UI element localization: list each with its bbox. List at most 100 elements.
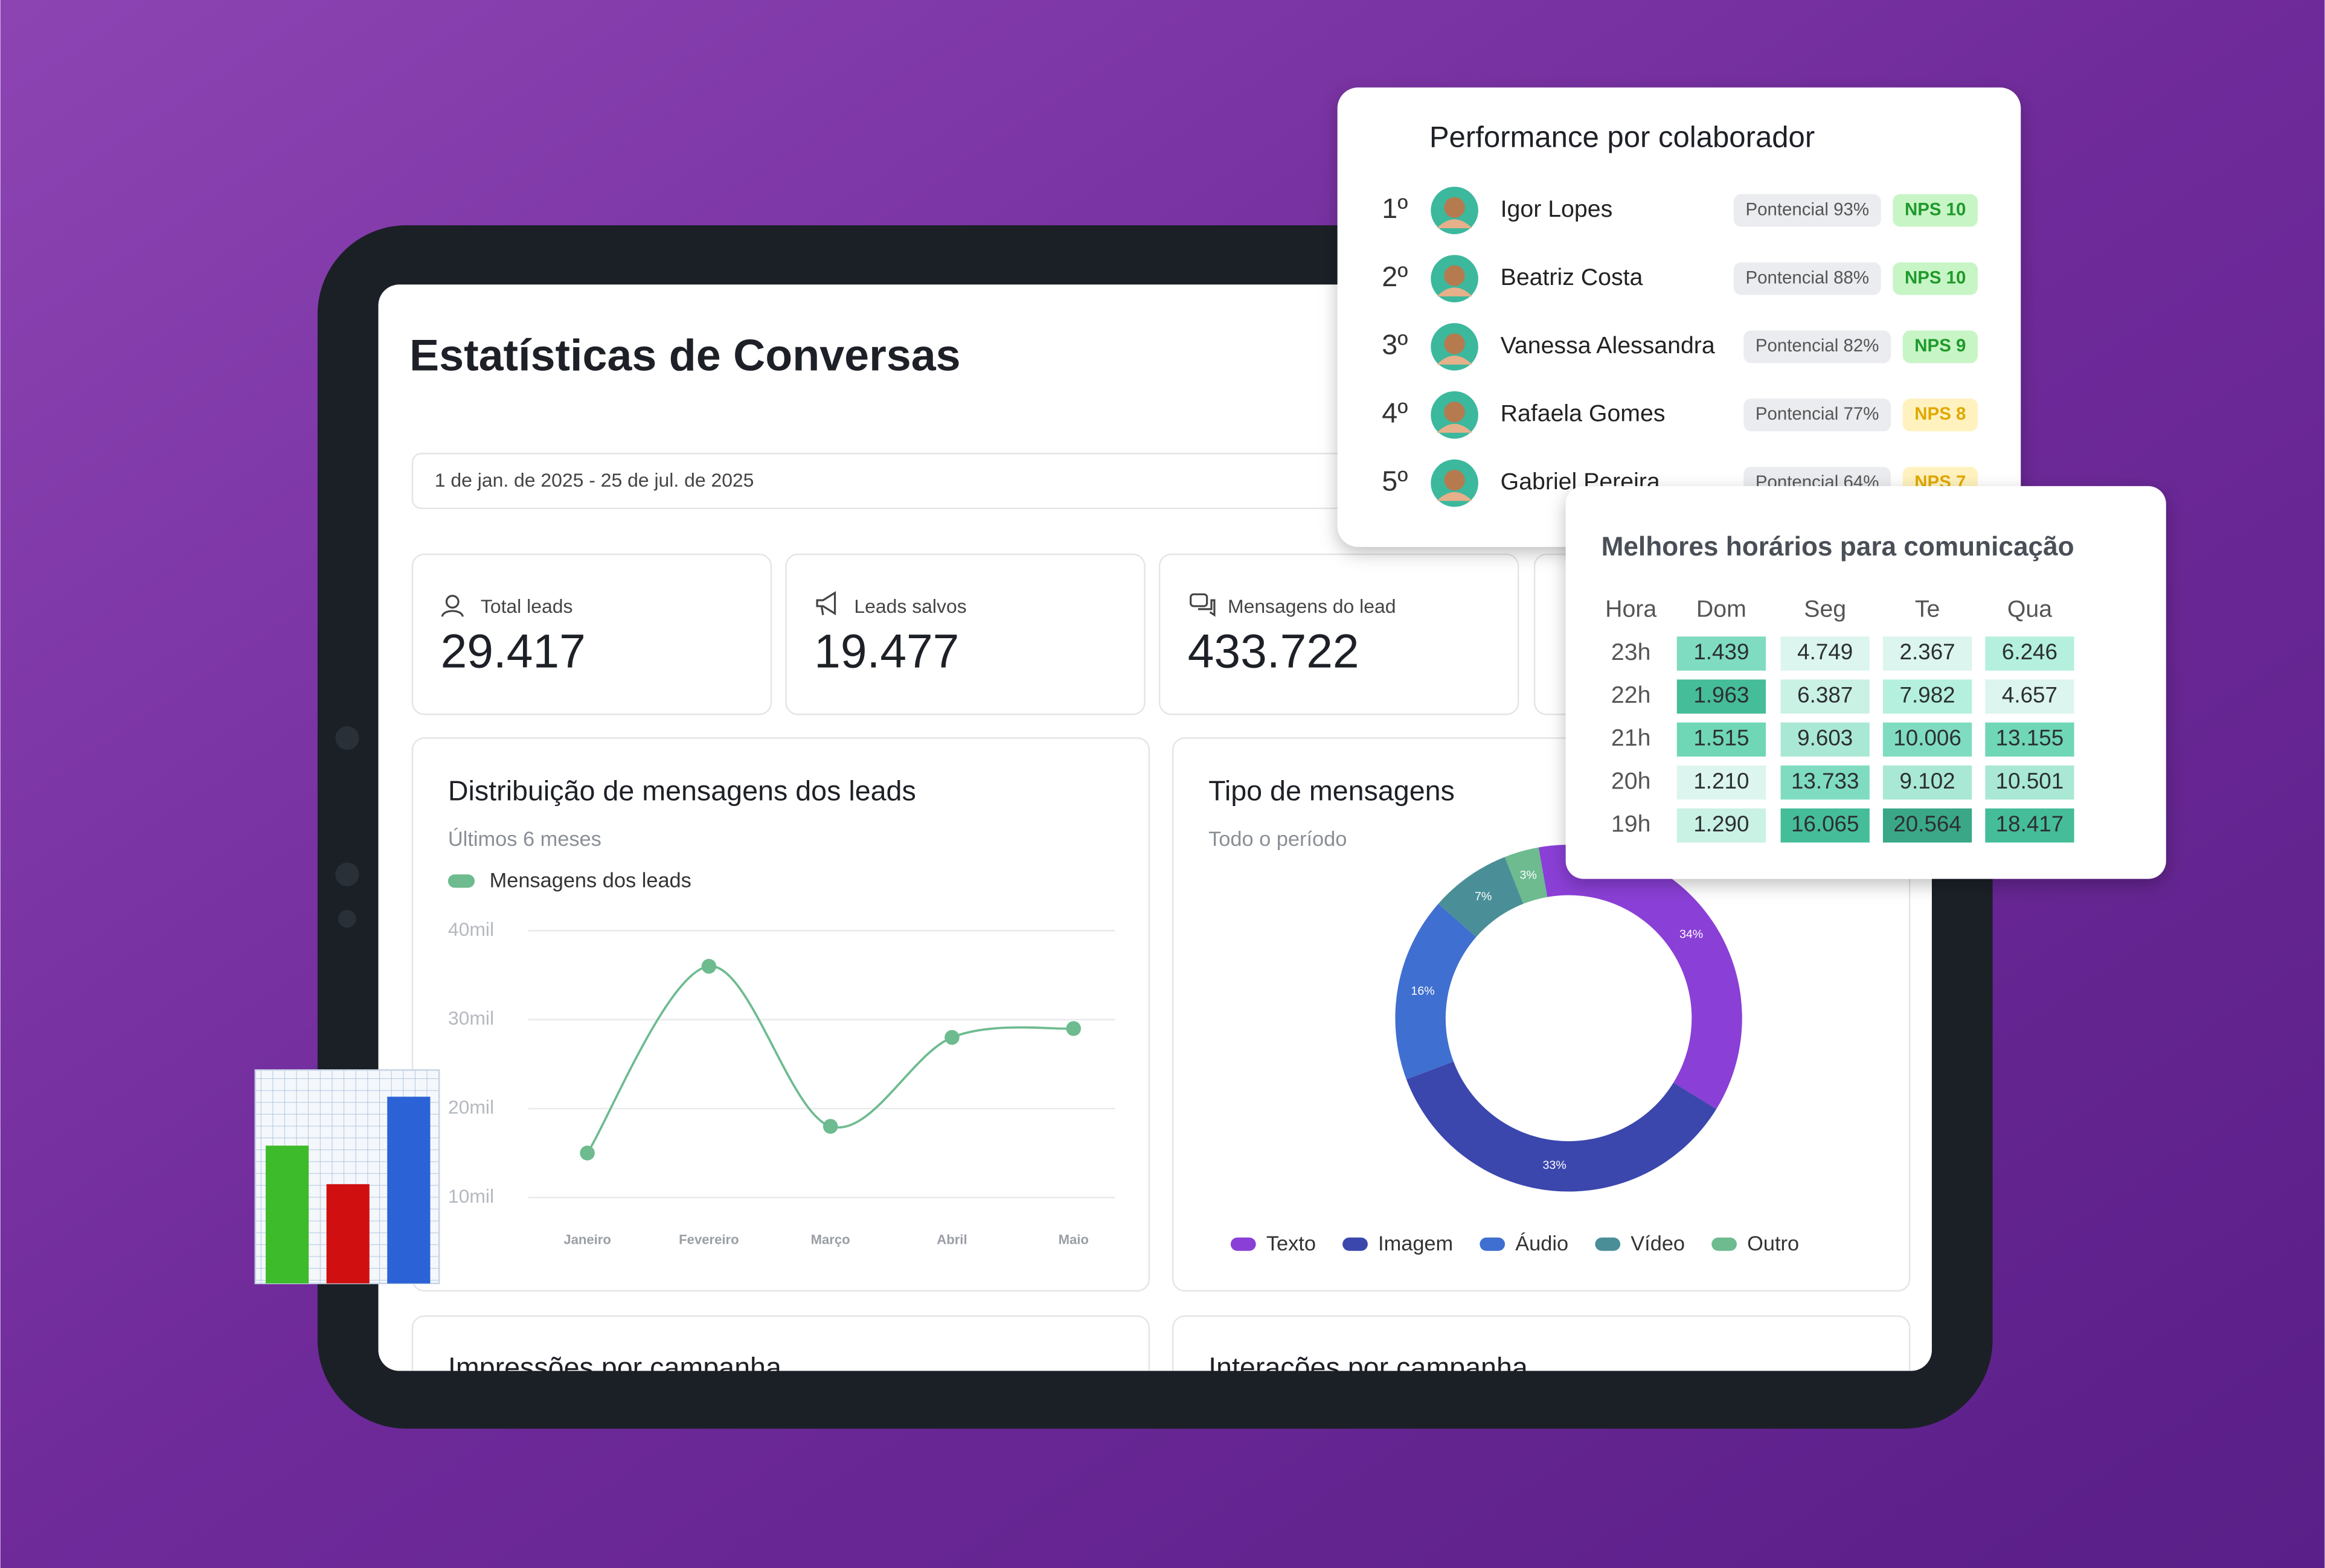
heat-cell bbox=[1882, 765, 1972, 800]
legend-label: Mensagens dos leads bbox=[490, 869, 691, 892]
hour: 19h bbox=[1611, 811, 1651, 837]
heat-cell bbox=[1882, 808, 1972, 843]
legend-swatch bbox=[447, 874, 475, 888]
legend-label: Áudio bbox=[1515, 1232, 1568, 1255]
heat-value: 10.006 bbox=[1893, 726, 1961, 750]
heat-value: 2.367 bbox=[1900, 639, 1955, 664]
heat-value: 9.102 bbox=[1900, 769, 1955, 793]
nps-pill bbox=[1893, 194, 1978, 227]
rank: 1º bbox=[1382, 193, 1408, 224]
column-header: Qua bbox=[2007, 596, 2052, 622]
legend-swatch bbox=[1480, 1237, 1506, 1251]
avatar-body bbox=[1437, 356, 1473, 365]
potential-pill bbox=[1743, 398, 1891, 432]
nps-pill bbox=[1893, 262, 1978, 295]
slice-label: 34% bbox=[1679, 928, 1703, 941]
potential: Pontencial 93% bbox=[1745, 199, 1869, 219]
kpi-value: 433.722 bbox=[1188, 625, 1359, 678]
heat-value: 1.963 bbox=[1693, 682, 1749, 707]
button bbox=[335, 862, 359, 886]
heat-value: 1.210 bbox=[1693, 769, 1749, 793]
legend-swatch bbox=[1595, 1237, 1621, 1251]
rank: 2º bbox=[1382, 261, 1408, 292]
potential-pill bbox=[1733, 262, 1881, 295]
chart-title: Interações por campanha bbox=[1208, 1351, 1528, 1383]
slice-label: 16% bbox=[1411, 985, 1434, 998]
x-tick-label: Fevereiro bbox=[679, 1232, 739, 1247]
point bbox=[701, 959, 717, 974]
avatar-body bbox=[1437, 491, 1473, 501]
heat-cell bbox=[1676, 636, 1766, 671]
card-title: Melhores horários para comunicação bbox=[1602, 532, 2074, 562]
legend-swatch bbox=[1711, 1237, 1737, 1251]
icon-megaphone bbox=[816, 590, 836, 616]
heat-cell bbox=[1882, 679, 1972, 714]
name: Beatriz Costa bbox=[1501, 264, 1643, 290]
heat-value: 6.246 bbox=[2002, 639, 2057, 664]
x-tick-label: Maio bbox=[1059, 1232, 1089, 1247]
donut-chart: 34% 33% 16% 7% 3% Texto Imagem Áudio Vídeo Outro bbox=[1230, 845, 1799, 1255]
legend-label: Outro bbox=[1747, 1232, 1799, 1255]
chart-title: Impressões por campanha bbox=[448, 1351, 781, 1383]
chart-card bbox=[411, 1315, 1150, 1371]
date-range[interactable]: 1 de jan. de 2025 - 25 de jul. de 2025 bbox=[435, 469, 754, 491]
heat-cell bbox=[1985, 808, 2074, 843]
heat-value: 7.982 bbox=[1900, 682, 1955, 707]
slice-label: 7% bbox=[1475, 890, 1492, 903]
chart-title: Tipo de mensagens bbox=[1208, 775, 1455, 807]
x-tick-label: Janeiro bbox=[563, 1232, 611, 1247]
heat-value: 1.515 bbox=[1693, 726, 1749, 750]
heat-cell bbox=[1882, 722, 1972, 757]
heat-cell bbox=[1882, 636, 1972, 671]
heat-value: 13.155 bbox=[1996, 726, 2064, 750]
chart-subtitle: Todo o período bbox=[1208, 828, 1347, 851]
donut-slice bbox=[1504, 847, 1548, 904]
performance-list: 1º Igor Lopes NPS 10 Pontencial 93% 2º Beatri… bbox=[1382, 187, 1978, 507]
heat-cell bbox=[1780, 679, 1870, 714]
kpi-label: Total leads bbox=[481, 595, 573, 617]
avatar-face bbox=[1444, 470, 1465, 491]
kpi-card bbox=[785, 553, 1146, 715]
slice-label: 33% bbox=[1542, 1159, 1566, 1172]
y-tick-label: 20mil bbox=[448, 1096, 494, 1118]
heat-cell bbox=[1676, 765, 1766, 800]
heat-value: 16.065 bbox=[1791, 811, 1859, 836]
hour: 23h bbox=[1611, 639, 1651, 665]
donut-slice bbox=[1395, 903, 1477, 1080]
nps: NPS 8 bbox=[1914, 404, 1966, 424]
heat-cell bbox=[1985, 765, 2074, 800]
avatar-body bbox=[1437, 219, 1473, 229]
legend-label: Imagem bbox=[1378, 1232, 1453, 1255]
heat-value: 4.749 bbox=[1797, 639, 1853, 664]
name: Igor Lopes bbox=[1501, 196, 1613, 222]
heat-cell bbox=[1780, 765, 1870, 800]
heat-value: 4.657 bbox=[2002, 682, 2057, 707]
heat-cell bbox=[1985, 722, 2074, 757]
heat-value: 13.733 bbox=[1791, 769, 1859, 793]
rank: 3º bbox=[1382, 329, 1408, 360]
chart-card bbox=[411, 737, 1150, 1292]
nps-pill bbox=[1902, 330, 1978, 363]
avatar-face bbox=[1444, 197, 1465, 218]
column-header: Hora bbox=[1605, 596, 1656, 622]
heat-cell bbox=[1676, 679, 1766, 714]
rank: 4º bbox=[1382, 397, 1408, 429]
icon-user bbox=[441, 595, 464, 617]
heat-cell bbox=[1985, 636, 2074, 671]
heatmap-table: Hora Dom Seg Te Qua 23h 1.439 4.749 2.367 6.246 22… bbox=[1605, 596, 2074, 843]
heat-value: 6.387 bbox=[1797, 682, 1853, 707]
potential: Pontencial 88% bbox=[1745, 267, 1869, 287]
nps: NPS 10 bbox=[1905, 199, 1966, 219]
donut-slice bbox=[1538, 845, 1742, 1109]
avatar-face bbox=[1444, 402, 1465, 423]
kpi-label: Mensagens do lead bbox=[1228, 595, 1396, 617]
chart-title: Distribuição de mensagens dos leads bbox=[448, 775, 916, 807]
point bbox=[944, 1029, 960, 1045]
bar-chart-icon bbox=[254, 1069, 440, 1284]
donut-slice bbox=[1438, 857, 1524, 937]
name: Rafaela Gomes bbox=[1501, 400, 1666, 427]
avatar-face bbox=[1444, 333, 1465, 354]
y-tick-label: 30mil bbox=[448, 1007, 494, 1029]
column-header: Dom bbox=[1696, 596, 1746, 622]
